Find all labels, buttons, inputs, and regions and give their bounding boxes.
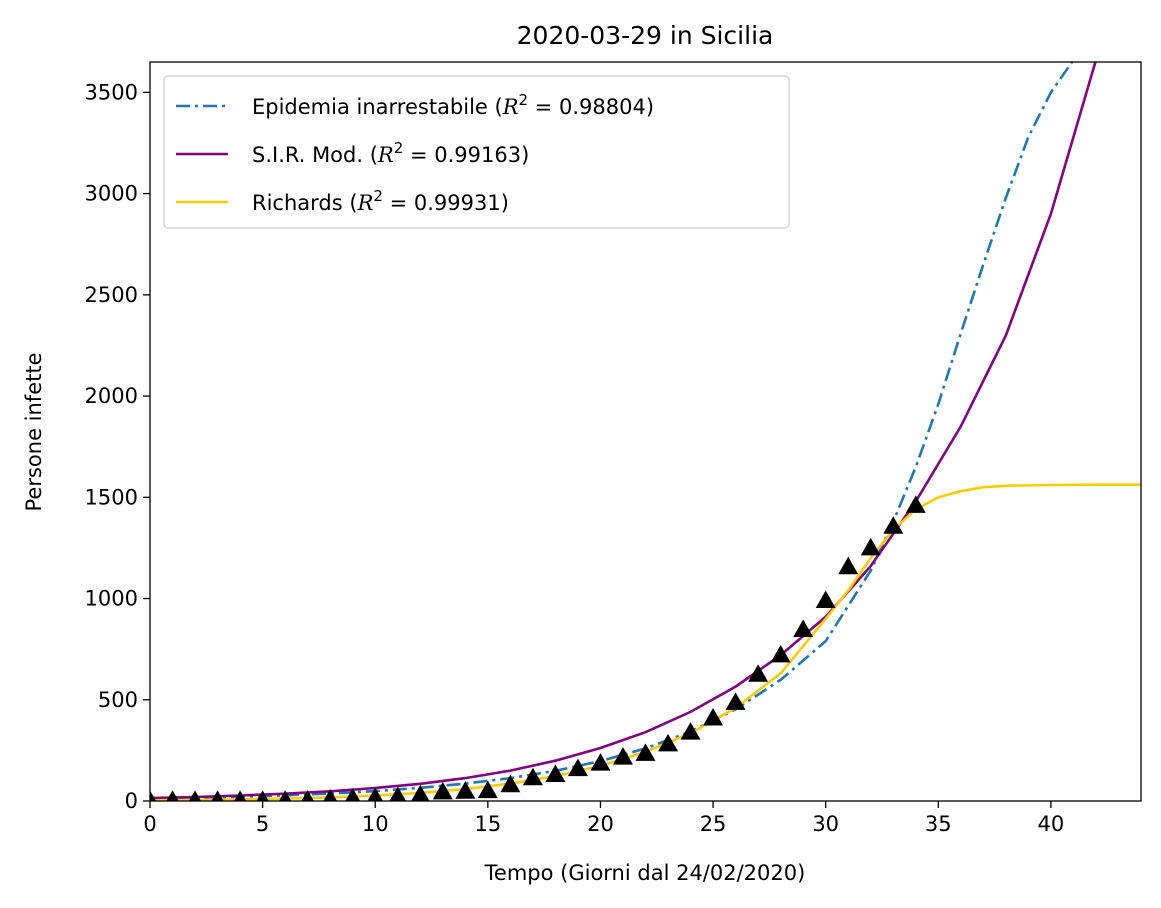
plot-frame	[149, 61, 1142, 802]
observed-point	[455, 781, 476, 799]
observed-point	[211, 790, 224, 801]
observed-point	[612, 747, 633, 765]
observed-point	[188, 790, 202, 801]
legend: Epidemia inarrestabile (R2 = 0.98804) S.I…	[163, 75, 790, 229]
observed-point	[770, 644, 791, 663]
observed-point	[725, 692, 746, 710]
observed-point	[301, 789, 314, 801]
y-tick-label: 3000	[85, 182, 138, 206]
legend-entry: S.I.R. Mod. (R2 = 0.99163)	[252, 139, 529, 167]
y-tick-label: 2500	[85, 283, 138, 307]
y-tick-label: 1500	[85, 485, 138, 509]
x-tick-label: 0	[143, 812, 156, 836]
observed-point	[323, 788, 338, 801]
y-axis-label: Persone infette	[22, 352, 46, 511]
y-tick-label: 500	[98, 688, 138, 712]
plot-area	[150, 62, 1141, 801]
observed-point	[166, 790, 179, 801]
y-tick-label: 3500	[85, 80, 138, 104]
observed-point	[545, 764, 566, 782]
x-tick-label: 5	[256, 812, 269, 836]
observed-point	[150, 790, 157, 801]
y-tick-label: 1000	[85, 587, 138, 611]
observed-point	[635, 743, 656, 761]
observed-point	[567, 758, 588, 777]
observed-point	[278, 790, 292, 801]
x-tick-label: 20	[587, 812, 614, 836]
observed-point	[680, 722, 701, 740]
x-tick-label: 40	[1038, 812, 1065, 836]
observed-point	[432, 781, 453, 800]
observed-point	[411, 784, 430, 801]
chart-title: 2020-03-29 in Sicilia	[517, 21, 774, 50]
x-tick-label: 15	[474, 812, 501, 836]
x-tick-label: 35	[925, 812, 952, 836]
x-tick-label: 30	[812, 812, 839, 836]
legend-entry: Epidemia inarrestabile (R2 = 0.98804)	[252, 91, 654, 119]
x-tick-label: 10	[362, 812, 389, 836]
observed-point	[522, 767, 543, 786]
observed-point	[883, 516, 904, 534]
observed-point	[590, 753, 611, 771]
y-tick-label: 0	[125, 789, 138, 813]
x-tick-label: 25	[700, 812, 727, 836]
legend-entry: Richards (R2 = 0.99931)	[252, 187, 509, 215]
observed-point	[860, 537, 881, 556]
x-axis-label: Tempo (Giorni dal 24/02/2020)	[484, 861, 806, 885]
observed-point	[389, 786, 407, 801]
observed-point	[815, 590, 836, 609]
observed-point	[477, 780, 498, 799]
observed-point	[500, 774, 521, 793]
observed-point	[234, 790, 247, 801]
observed-point	[658, 733, 679, 752]
y-tick-label: 2000	[85, 384, 138, 408]
observed-point	[838, 556, 859, 575]
observed-point	[345, 787, 361, 801]
observed-point	[256, 790, 269, 801]
legend-box	[163, 75, 790, 229]
observed-point	[793, 619, 814, 638]
axes: 0 5 10 15 20 25 30 35 40 0 500 1000 1500 2000 2500 3000…	[85, 61, 1142, 836]
observed-point	[367, 787, 384, 801]
observed-point	[703, 707, 724, 726]
observed-point	[748, 664, 769, 682]
observed-point	[905, 495, 926, 513]
